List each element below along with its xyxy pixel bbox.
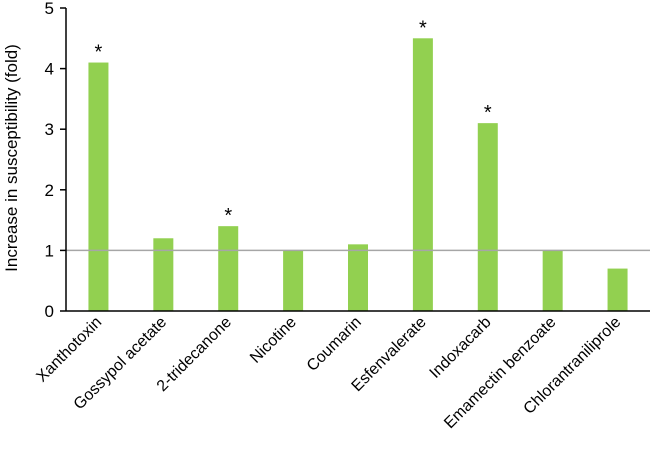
y-ticks-group: 0 1 2 3 4 5	[45, 0, 66, 321]
y-tick-label-5: 5	[45, 0, 54, 18]
y-axis-title: Increase in susceptibility (fold)	[2, 44, 21, 272]
bar-5	[412, 38, 433, 312]
bars-group	[88, 38, 628, 312]
x-tick-label-0: Xanthotoxin	[33, 314, 105, 386]
bar-2	[218, 226, 239, 311]
x-tick-label-6: Indoxacarb	[427, 314, 495, 382]
significance-star-2: *	[224, 205, 232, 227]
bar-1	[153, 238, 174, 311]
significance-markers-group: * * * *	[95, 17, 492, 227]
y-tick-label-0: 0	[45, 302, 54, 321]
bar-8	[607, 268, 628, 311]
bar-6	[477, 123, 498, 311]
significance-star-6: *	[484, 102, 492, 124]
x-tick-label-4: Coumarin	[304, 314, 365, 375]
x-tick-label-7: Emamectin benzoate	[441, 314, 559, 432]
bar-7	[542, 250, 563, 311]
bar-4	[348, 244, 368, 311]
bar-3	[283, 250, 304, 311]
y-tick-label-3: 3	[45, 120, 54, 139]
y-tick-label-1: 1	[45, 241, 54, 260]
y-tick-label-4: 4	[45, 60, 54, 79]
bar-0	[88, 62, 109, 311]
x-tick-label-3: Nicotine	[247, 314, 300, 367]
y-tick-label-2: 2	[45, 181, 54, 200]
significance-star-5: *	[419, 17, 427, 39]
significance-star-0: *	[95, 42, 103, 64]
